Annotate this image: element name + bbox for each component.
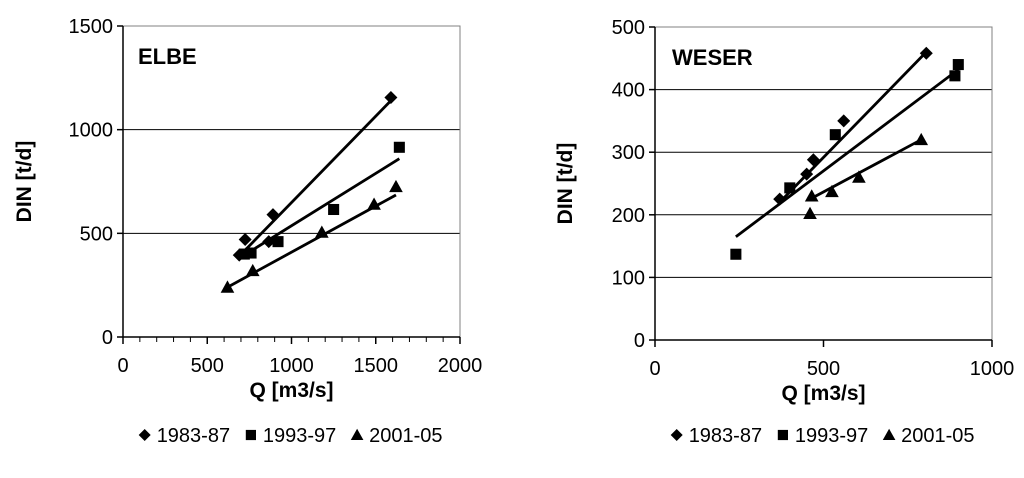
legend: 1983-87 1993-97 2001-05 [670, 425, 975, 447]
trend-line-1983-87 [238, 99, 392, 258]
y-tick-label: 0 [634, 330, 645, 352]
data-point-diamond [262, 235, 276, 249]
legend-label: 1983-87 [689, 425, 762, 447]
legend-marker-triangle [350, 428, 364, 441]
y-tick-label: 100 [612, 267, 645, 289]
y-tick-label: 1000 [69, 120, 114, 142]
data-point-triangle [245, 263, 260, 277]
data-point-diamond [806, 153, 820, 167]
x-tick-label: 500 [807, 358, 840, 380]
data-point-square [328, 203, 340, 216]
x-tick-label: 500 [191, 355, 224, 377]
data-point-square [730, 248, 742, 260]
chart-panel-weser: 0 100 200 300 400 500 0 500 1000 WESER Q [m3/s] DIN… [554, 17, 1014, 447]
x-tick-label: 1000 [269, 355, 314, 377]
plot-area-border [654, 26, 993, 341]
x-axis-title: Q [m3/s] [781, 382, 865, 405]
data-point-square [949, 70, 961, 82]
data-point-triangle [389, 179, 403, 193]
data-point-triangle [220, 280, 235, 293]
x-tick-label: 1500 [354, 355, 399, 377]
data-point-diamond [266, 208, 280, 222]
y-axis-title: DIN [t/d] [13, 141, 36, 223]
y-tick-label: 0 [102, 327, 113, 349]
data-point-diamond [919, 46, 933, 60]
y-tick-label: 300 [612, 142, 645, 164]
data-point-triangle [804, 189, 819, 202]
y-tick-label: 1500 [69, 16, 114, 38]
chart-panel-elbe: 0 500 1000 1500 0 500 1000 1500 2000 ELBE Q [m3/s]… [13, 16, 482, 447]
y-tick-label: 500 [80, 223, 113, 245]
x-tick-label: 1000 [970, 358, 1015, 380]
legend: 1983-87 1993-97 2001-05 [138, 425, 443, 447]
data-point-square [393, 141, 405, 153]
x-tick-label: 0 [649, 358, 660, 380]
data-point-triangle [852, 170, 866, 183]
data-point-square [245, 247, 257, 259]
y-tick-label: 400 [612, 80, 645, 102]
legend-label: 1993-97 [263, 425, 336, 447]
data-point-diamond [800, 167, 814, 181]
legend-label: 2001-05 [369, 425, 442, 447]
legend-label: 2001-05 [901, 425, 974, 447]
data-point-square [238, 248, 250, 260]
legend-label: 1993-97 [795, 425, 868, 447]
data-point-triangle [315, 225, 329, 238]
data-point-diamond [238, 233, 252, 247]
data-point-square [784, 182, 796, 194]
y-tick-label: 500 [612, 17, 645, 39]
data-point-triangle [914, 132, 929, 146]
y-tick-label: 200 [612, 205, 645, 227]
plot-area-border [122, 25, 461, 338]
panel-title: WESER [672, 45, 753, 70]
legend-marker-diamond [670, 429, 683, 441]
panel-title: ELBE [138, 44, 197, 69]
data-point-square [829, 129, 841, 141]
data-point-diamond [773, 192, 787, 206]
legend-marker-square [245, 429, 256, 441]
data-point-triangle [367, 197, 381, 210]
data-point-diamond [384, 91, 398, 105]
data-point-square [272, 236, 284, 248]
x-tick-label: 2000 [438, 355, 483, 377]
trend-line-2001-05 [809, 138, 922, 201]
trend-line-1993-97 [735, 68, 960, 238]
data-point-triangle [803, 206, 817, 220]
x-axis-title: Q [m3/s] [249, 379, 333, 402]
legend-marker-square [777, 429, 788, 441]
x-tick-label: 0 [117, 355, 128, 377]
data-point-diamond [837, 114, 851, 128]
legend-marker-triangle [882, 428, 896, 441]
legend-marker-diamond [138, 429, 151, 441]
legend-label: 1983-87 [157, 425, 230, 447]
trend-line-1983-87 [778, 51, 928, 204]
data-point-square [952, 59, 964, 71]
y-axis-title: DIN [t/d] [554, 143, 577, 225]
data-point-triangle [825, 184, 839, 198]
